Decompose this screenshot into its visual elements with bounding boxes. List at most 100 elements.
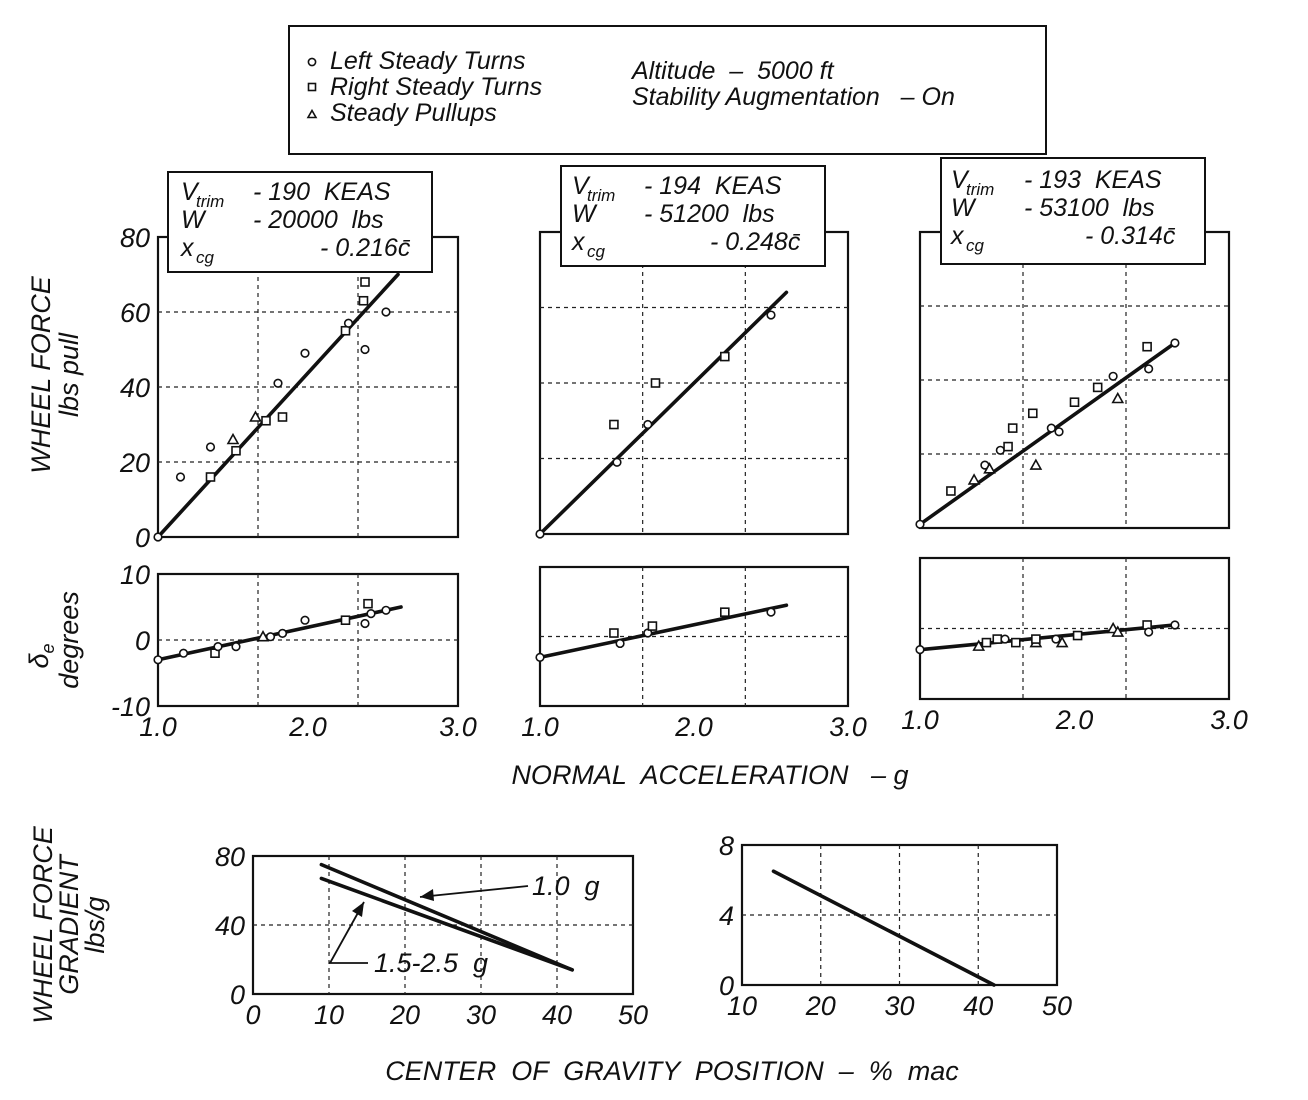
- panel-grad-1: 80 40 00 10 20 30 40 50: [215, 842, 648, 1030]
- data-point-circle: [1170, 620, 1180, 630]
- data-point-circle: [381, 307, 391, 317]
- data-point-circle: [1170, 338, 1180, 348]
- vtrim-symbol: V: [572, 172, 591, 200]
- data-point-circle: [1051, 634, 1061, 644]
- condition-box-3: V trim - 193 KEAS W - 53100 lbs x cg - 0…: [940, 157, 1206, 265]
- legend-label-left-turns: Left Steady Turns: [330, 47, 525, 75]
- y-tick-label: 40: [120, 373, 150, 403]
- series-label-15-25g: 1.5-2.5 g: [374, 948, 488, 978]
- data-point-triangle: [983, 462, 996, 474]
- data-point-triangle: [226, 432, 240, 445]
- data-point-circle: [1144, 627, 1154, 637]
- data-point-circle: [273, 378, 283, 388]
- xcg-value: - 0.248c̄: [710, 228, 801, 256]
- delta-symbol: δ: [24, 653, 54, 669]
- weight-value: - 53100 lbs: [1024, 194, 1155, 222]
- x-tick-label: 1.0: [521, 712, 559, 742]
- panel-force-3: [915, 230, 1231, 530]
- data-point-circle: [915, 519, 925, 529]
- y-tick-label: 20: [119, 448, 150, 478]
- data-point-square: [231, 445, 241, 456]
- vtrim-subscript: trim: [587, 186, 615, 205]
- data-point-square: [609, 628, 619, 638]
- data-point-circle: [535, 652, 545, 662]
- data-point-square: [1007, 423, 1018, 433]
- data-point-triangle: [1029, 458, 1043, 470]
- weight-value: - 51200 lbs: [644, 200, 775, 228]
- xcg-subscript: cg: [587, 242, 606, 261]
- x-tick-label: 10: [727, 991, 757, 1021]
- fit-line: [918, 623, 1177, 652]
- gradient-label-3: lbs/g: [80, 896, 110, 953]
- vtrim-subscript: trim: [966, 180, 994, 199]
- data-point-square: [609, 419, 619, 430]
- xcg-symbol: x: [950, 222, 965, 250]
- data-point-triangle: [256, 630, 270, 642]
- data-point-circle: [766, 607, 776, 617]
- x-tick-label: 2.0: [674, 712, 713, 742]
- fit-line: [918, 341, 1177, 527]
- x-tick-label: 2.0: [288, 712, 327, 742]
- data-point-square: [1003, 441, 1013, 452]
- data-point-circle: [213, 641, 223, 652]
- x-tick-label: 1.0: [139, 712, 177, 742]
- data-point-square: [981, 637, 992, 648]
- elevator-symbol: δe: [24, 643, 58, 668]
- data-point-circle: [153, 532, 163, 542]
- plot-frame: [156, 235, 460, 539]
- data-point-circle: [1144, 364, 1154, 374]
- data-point-circle: [366, 608, 376, 619]
- data-point-circle: [535, 529, 545, 539]
- vtrim-value: - 190 KEAS: [253, 178, 391, 206]
- x-tick-label: 2.0: [1055, 705, 1094, 735]
- data-point-square: [992, 634, 1003, 644]
- y-tick-label: 0: [135, 523, 150, 553]
- wheel-force-unit: lbs pull: [54, 332, 84, 417]
- legend-marker-circle: [307, 57, 317, 67]
- y-tick-label: -10: [111, 692, 150, 722]
- legend-label-right-turns: Right Steady Turns: [330, 73, 542, 101]
- y-tick-label: 40: [215, 911, 245, 941]
- gradient-label-1: WHEEL FORCE: [28, 825, 58, 1024]
- data-point-square: [205, 472, 216, 482]
- data-point-square: [1092, 382, 1103, 393]
- x-tick-label: 20: [805, 991, 836, 1021]
- legend: Left Steady Turns Right Steady Turns Ste…: [288, 25, 1047, 155]
- y-tick-label: 80: [215, 842, 245, 872]
- vtrim-subscript: trim: [196, 192, 224, 211]
- x-tick-label: 3.0: [439, 712, 477, 742]
- legend-marker-triangle: [306, 108, 318, 119]
- legend-stability: Stability Augmentation – On: [632, 83, 955, 111]
- data-point-circle: [1046, 423, 1056, 433]
- elevator-unit: degrees: [54, 591, 84, 689]
- data-point-square: [358, 295, 369, 306]
- data-point-square: [946, 486, 956, 496]
- data-point-circle: [205, 442, 216, 452]
- fit-line: [156, 272, 400, 539]
- annotation-15-25g: 1.5-2.5 g: [328, 901, 488, 978]
- data-point-square: [1072, 630, 1083, 641]
- xcg-symbol: x: [571, 228, 586, 256]
- x-tick-label: 50: [618, 1000, 648, 1030]
- data-point-circle: [153, 655, 163, 665]
- data-point-square: [1069, 397, 1080, 408]
- data-point-square: [360, 277, 370, 287]
- panel-elev-3: 1.0 2.0 3.0: [901, 556, 1248, 735]
- fit-line: [538, 290, 789, 536]
- data-point-circle: [360, 344, 370, 355]
- y-tick-label: 4: [719, 901, 734, 931]
- panel-force-2: [535, 230, 850, 539]
- delta-subscript: e: [38, 643, 58, 653]
- x-tick-label: 40: [542, 1000, 572, 1030]
- panel-elev-1: 10 0 -101.0 2.0 3.0: [111, 560, 477, 742]
- data-point-circle: [265, 632, 276, 642]
- weight-symbol: W: [572, 200, 598, 228]
- plot-frame: [156, 572, 460, 708]
- data-point-triangle: [1055, 635, 1069, 648]
- data-point-square: [1031, 634, 1041, 644]
- y-tick-label: 0: [135, 626, 150, 656]
- data-point-circle: [231, 641, 241, 652]
- data-point-square: [647, 621, 658, 631]
- data-point-square: [363, 598, 373, 609]
